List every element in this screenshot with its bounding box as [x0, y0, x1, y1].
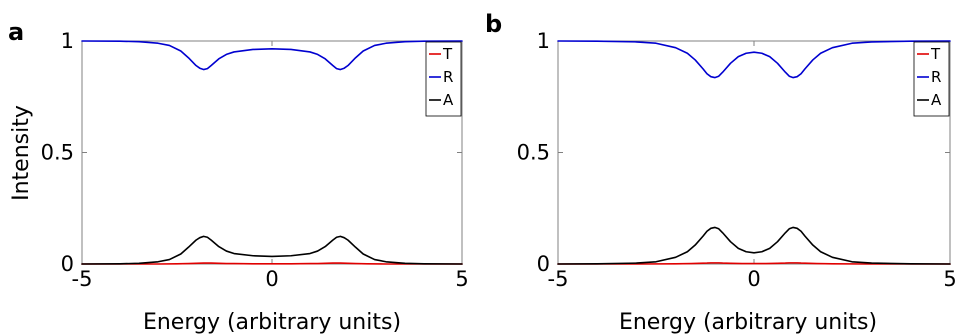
series-line-a [557, 226, 951, 265]
series-line-t [81, 262, 463, 265]
x-tick-label: -5 [72, 267, 93, 291]
x-axis-label: Energy (arbitrary units) [619, 310, 877, 335]
y-tick-label: 0.5 [517, 141, 550, 165]
legend: TRA [425, 41, 462, 117]
panel-a: a Intensity Energy (arbitrary units) -5 0… [8, 18, 469, 335]
series-line-t [557, 262, 951, 265]
legend-label: T [442, 45, 453, 63]
x-tick-label: 0 [747, 267, 760, 291]
y-tick-label: 0.5 [41, 141, 74, 165]
legend-label: A [931, 91, 942, 109]
y-tick-label: 1 [537, 29, 550, 53]
x-tick-label: 0 [265, 267, 278, 291]
series-line-a [81, 235, 463, 265]
x-tick-label: 5 [943, 267, 956, 291]
x-tick-label: -5 [548, 267, 569, 291]
plot-frame [81, 40, 463, 265]
y-tick-label: 0 [61, 252, 74, 276]
legend-label: R [443, 68, 453, 86]
panel-label: b [485, 10, 502, 38]
panel-label: a [8, 18, 24, 46]
series-line-r [557, 40, 951, 79]
x-tick-label: 5 [455, 267, 468, 291]
legend-label: R [931, 68, 941, 86]
y-tick-label: 1 [61, 29, 74, 53]
legend-label: A [443, 91, 454, 109]
series-line-r [81, 40, 463, 71]
legend-label: T [930, 45, 941, 63]
y-axis-label: Intensity [9, 105, 34, 201]
y-tick-label: 0 [537, 252, 550, 276]
legend: TRA [913, 41, 950, 117]
plot-frame [557, 40, 951, 265]
x-axis-label: Energy (arbitrary units) [143, 310, 401, 335]
